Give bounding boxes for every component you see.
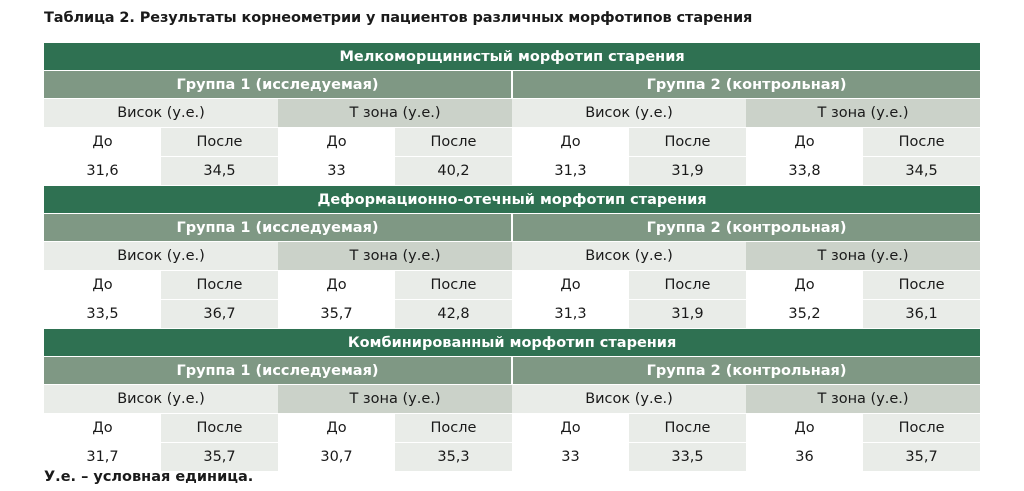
value-cell: 36,1 (863, 299, 981, 329)
after-label: После (395, 270, 512, 300)
value-cell: 31,7 (44, 442, 161, 472)
value-cell: 34,5 (161, 156, 278, 186)
before-label: До (44, 413, 161, 443)
value-cell: 36,7 (161, 299, 278, 329)
value-cell: 35,7 (278, 299, 395, 329)
before-after-row: До После До После До После До После (44, 413, 981, 443)
zone-label-t-zone: Т зона (у.е.) (278, 241, 512, 271)
group-2-label: Группа 2 (контрольная) (512, 213, 981, 242)
before-label: До (512, 413, 629, 443)
value-cell: 31,9 (629, 299, 746, 329)
zone-label-t-zone: Т зона (у.е.) (746, 98, 981, 128)
table-caption: Таблица 2. Результаты корнеометрии у пац… (44, 10, 753, 26)
after-label: После (863, 127, 981, 157)
before-label: До (44, 127, 161, 157)
group-1-label: Группа 1 (исследуемая) (44, 213, 513, 242)
zone-header-row: Висок (у.е.) Т зона (у.е.) Висок (у.е.) … (44, 98, 981, 128)
zone-label-temple: Висок (у.е.) (512, 384, 746, 414)
section-title: Деформационно-отечный морфотип старения (44, 185, 981, 214)
values-row: 31,6 34,5 33 40,2 31,3 31,9 33,8 34,5 (44, 156, 981, 186)
value-cell: 35,7 (161, 442, 278, 472)
before-label: До (512, 127, 629, 157)
zone-label-t-zone: Т зона (у.е.) (278, 384, 512, 414)
before-label: До (278, 270, 395, 300)
after-label: После (161, 127, 278, 157)
after-label: После (395, 127, 512, 157)
value-cell: 40,2 (395, 156, 512, 186)
value-cell: 31,3 (512, 299, 629, 329)
value-cell: 42,8 (395, 299, 512, 329)
corneometry-table: Мелкоморщинистый морфотип старения Групп… (44, 43, 981, 472)
after-label: После (629, 270, 746, 300)
values-row: 33,5 36,7 35,7 42,8 31,3 31,9 35,2 36,1 (44, 299, 981, 329)
value-cell: 31,3 (512, 156, 629, 186)
after-label: После (863, 270, 981, 300)
zone-label-t-zone: Т зона (у.е.) (746, 241, 981, 271)
before-label: До (746, 413, 863, 443)
footnote: У.е. – условная единица. (44, 469, 254, 485)
group-header-row: Группа 1 (исследуемая) Группа 2 (контрол… (44, 70, 981, 99)
value-cell: 35,2 (746, 299, 863, 329)
before-after-row: До После До После До После До После (44, 127, 981, 157)
value-cell: 35,7 (863, 442, 981, 472)
value-cell: 31,9 (629, 156, 746, 186)
zone-label-temple: Висок (у.е.) (44, 384, 278, 414)
group-1-label: Группа 1 (исследуемая) (44, 70, 513, 99)
group-1-label: Группа 1 (исследуемая) (44, 356, 513, 385)
values-row: 31,7 35,7 30,7 35,3 33 33,5 36 35,7 (44, 442, 981, 472)
value-cell: 33 (278, 156, 395, 186)
zone-label-t-zone: Т зона (у.е.) (746, 384, 981, 414)
group-2-label: Группа 2 (контрольная) (512, 70, 981, 99)
section-header-row: Деформационно-отечный морфотип старения (44, 185, 981, 214)
value-cell: 35,3 (395, 442, 512, 472)
zone-label-temple: Висок (у.е.) (44, 98, 278, 128)
value-cell: 34,5 (863, 156, 981, 186)
section-header-row: Мелкоморщинистый морфотип старения (44, 43, 981, 71)
value-cell: 36 (746, 442, 863, 472)
before-label: До (278, 127, 395, 157)
value-cell: 33 (512, 442, 629, 472)
section-title: Мелкоморщинистый морфотип старения (44, 43, 981, 71)
value-cell: 30,7 (278, 442, 395, 472)
after-label: После (629, 127, 746, 157)
before-label: До (44, 270, 161, 300)
before-label: До (746, 127, 863, 157)
section-header-row: Комбинированный морфотип старения (44, 328, 981, 357)
section-title: Комбинированный морфотип старения (44, 328, 981, 357)
group-header-row: Группа 1 (исследуемая) Группа 2 (контрол… (44, 356, 981, 385)
value-cell: 33,5 (629, 442, 746, 472)
zone-label-t-zone: Т зона (у.е.) (278, 98, 512, 128)
value-cell: 33,8 (746, 156, 863, 186)
before-label: До (746, 270, 863, 300)
before-after-row: До После До После До После До После (44, 270, 981, 300)
before-label: До (278, 413, 395, 443)
zone-header-row: Висок (у.е.) Т зона (у.е.) Висок (у.е.) … (44, 241, 981, 271)
after-label: После (629, 413, 746, 443)
zone-label-temple: Висок (у.е.) (512, 98, 746, 128)
zone-label-temple: Висок (у.е.) (44, 241, 278, 271)
before-label: До (512, 270, 629, 300)
group-2-label: Группа 2 (контрольная) (512, 356, 981, 385)
after-label: После (161, 270, 278, 300)
value-cell: 31,6 (44, 156, 161, 186)
after-label: После (161, 413, 278, 443)
after-label: После (863, 413, 981, 443)
zone-label-temple: Висок (у.е.) (512, 241, 746, 271)
corneometry-table-wrapper: Мелкоморщинистый морфотип старения Групп… (44, 43, 981, 472)
zone-header-row: Висок (у.е.) Т зона (у.е.) Висок (у.е.) … (44, 384, 981, 414)
value-cell: 33,5 (44, 299, 161, 329)
after-label: После (395, 413, 512, 443)
group-header-row: Группа 1 (исследуемая) Группа 2 (контрол… (44, 213, 981, 242)
